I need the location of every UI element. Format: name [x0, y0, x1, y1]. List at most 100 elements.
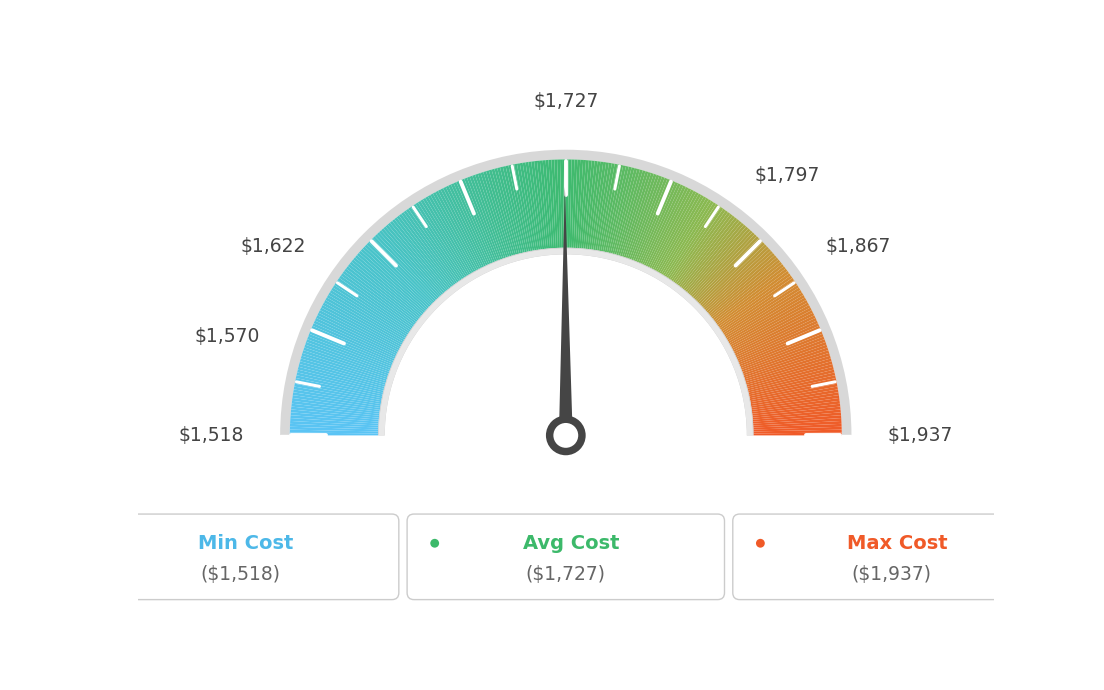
- Wedge shape: [389, 259, 742, 435]
- Wedge shape: [739, 328, 821, 364]
- Wedge shape: [473, 175, 505, 259]
- Wedge shape: [475, 174, 506, 258]
- Text: ($1,518): ($1,518): [200, 565, 280, 584]
- Wedge shape: [739, 326, 820, 363]
- Wedge shape: [720, 278, 794, 330]
- Wedge shape: [587, 161, 601, 249]
- Wedge shape: [440, 188, 482, 268]
- Wedge shape: [362, 246, 429, 308]
- Wedge shape: [702, 246, 769, 308]
- Wedge shape: [724, 288, 800, 337]
- Wedge shape: [705, 250, 773, 311]
- Wedge shape: [590, 161, 603, 250]
- Wedge shape: [565, 159, 569, 248]
- Wedge shape: [749, 373, 835, 395]
- Wedge shape: [478, 173, 508, 257]
- Wedge shape: [431, 193, 476, 272]
- Circle shape: [756, 539, 765, 548]
- Wedge shape: [676, 212, 731, 285]
- Text: ($1,727): ($1,727): [526, 565, 606, 584]
- Wedge shape: [660, 197, 707, 274]
- Wedge shape: [679, 215, 735, 287]
- Wedge shape: [558, 159, 562, 248]
- Wedge shape: [469, 176, 502, 259]
- Wedge shape: [484, 171, 511, 256]
- Wedge shape: [620, 171, 648, 256]
- Wedge shape: [675, 210, 728, 284]
- Wedge shape: [290, 421, 379, 428]
- Wedge shape: [348, 264, 418, 320]
- Wedge shape: [737, 323, 819, 361]
- Text: Min Cost: Min Cost: [198, 534, 294, 553]
- Wedge shape: [753, 415, 841, 424]
- Wedge shape: [321, 305, 401, 348]
- Wedge shape: [448, 184, 488, 266]
- Wedge shape: [396, 215, 453, 287]
- Wedge shape: [305, 342, 390, 374]
- Wedge shape: [664, 199, 711, 276]
- Wedge shape: [726, 293, 804, 340]
- Wedge shape: [310, 328, 393, 364]
- Wedge shape: [599, 164, 617, 251]
- Wedge shape: [753, 433, 842, 435]
- Wedge shape: [379, 230, 440, 297]
- Wedge shape: [346, 266, 417, 322]
- Wedge shape: [640, 182, 678, 264]
- Wedge shape: [742, 342, 827, 374]
- Wedge shape: [367, 242, 432, 306]
- Wedge shape: [583, 161, 595, 248]
- Circle shape: [553, 423, 578, 448]
- Wedge shape: [514, 164, 532, 251]
- Wedge shape: [428, 195, 474, 273]
- Wedge shape: [443, 187, 485, 267]
- Wedge shape: [316, 315, 396, 355]
- Wedge shape: [627, 175, 659, 259]
- Wedge shape: [686, 223, 744, 292]
- Wedge shape: [751, 389, 838, 406]
- Wedge shape: [593, 162, 609, 250]
- Wedge shape: [357, 253, 425, 313]
- Wedge shape: [651, 190, 693, 269]
- Wedge shape: [304, 347, 388, 377]
- Wedge shape: [611, 168, 635, 254]
- Wedge shape: [289, 433, 379, 435]
- Wedge shape: [328, 293, 405, 340]
- Wedge shape: [750, 381, 837, 400]
- Wedge shape: [582, 160, 592, 248]
- Wedge shape: [714, 266, 786, 322]
- Wedge shape: [682, 219, 740, 290]
- Wedge shape: [735, 318, 817, 357]
- Wedge shape: [700, 242, 765, 306]
- Wedge shape: [753, 409, 841, 420]
- Wedge shape: [753, 426, 841, 431]
- Wedge shape: [361, 248, 427, 310]
- Wedge shape: [295, 381, 382, 400]
- Wedge shape: [725, 290, 802, 338]
- Wedge shape: [551, 159, 558, 248]
- Wedge shape: [413, 204, 464, 279]
- Wedge shape: [540, 160, 550, 248]
- Wedge shape: [355, 255, 424, 314]
- Wedge shape: [293, 395, 380, 410]
- Wedge shape: [350, 262, 420, 319]
- Wedge shape: [322, 302, 402, 346]
- Wedge shape: [744, 350, 829, 380]
- Wedge shape: [710, 259, 781, 317]
- Wedge shape: [320, 308, 400, 351]
- Wedge shape: [643, 184, 681, 265]
- Wedge shape: [751, 386, 838, 404]
- Wedge shape: [291, 398, 380, 412]
- Wedge shape: [339, 275, 413, 328]
- Wedge shape: [704, 248, 771, 310]
- Text: $1,797: $1,797: [755, 166, 820, 185]
- Wedge shape: [495, 168, 519, 254]
- Wedge shape: [423, 198, 470, 275]
- Wedge shape: [670, 206, 721, 280]
- Wedge shape: [290, 413, 379, 422]
- Wedge shape: [522, 162, 539, 250]
- Wedge shape: [603, 165, 623, 252]
- Wedge shape: [305, 344, 389, 375]
- Wedge shape: [534, 161, 546, 249]
- Wedge shape: [543, 160, 552, 248]
- Wedge shape: [613, 168, 637, 254]
